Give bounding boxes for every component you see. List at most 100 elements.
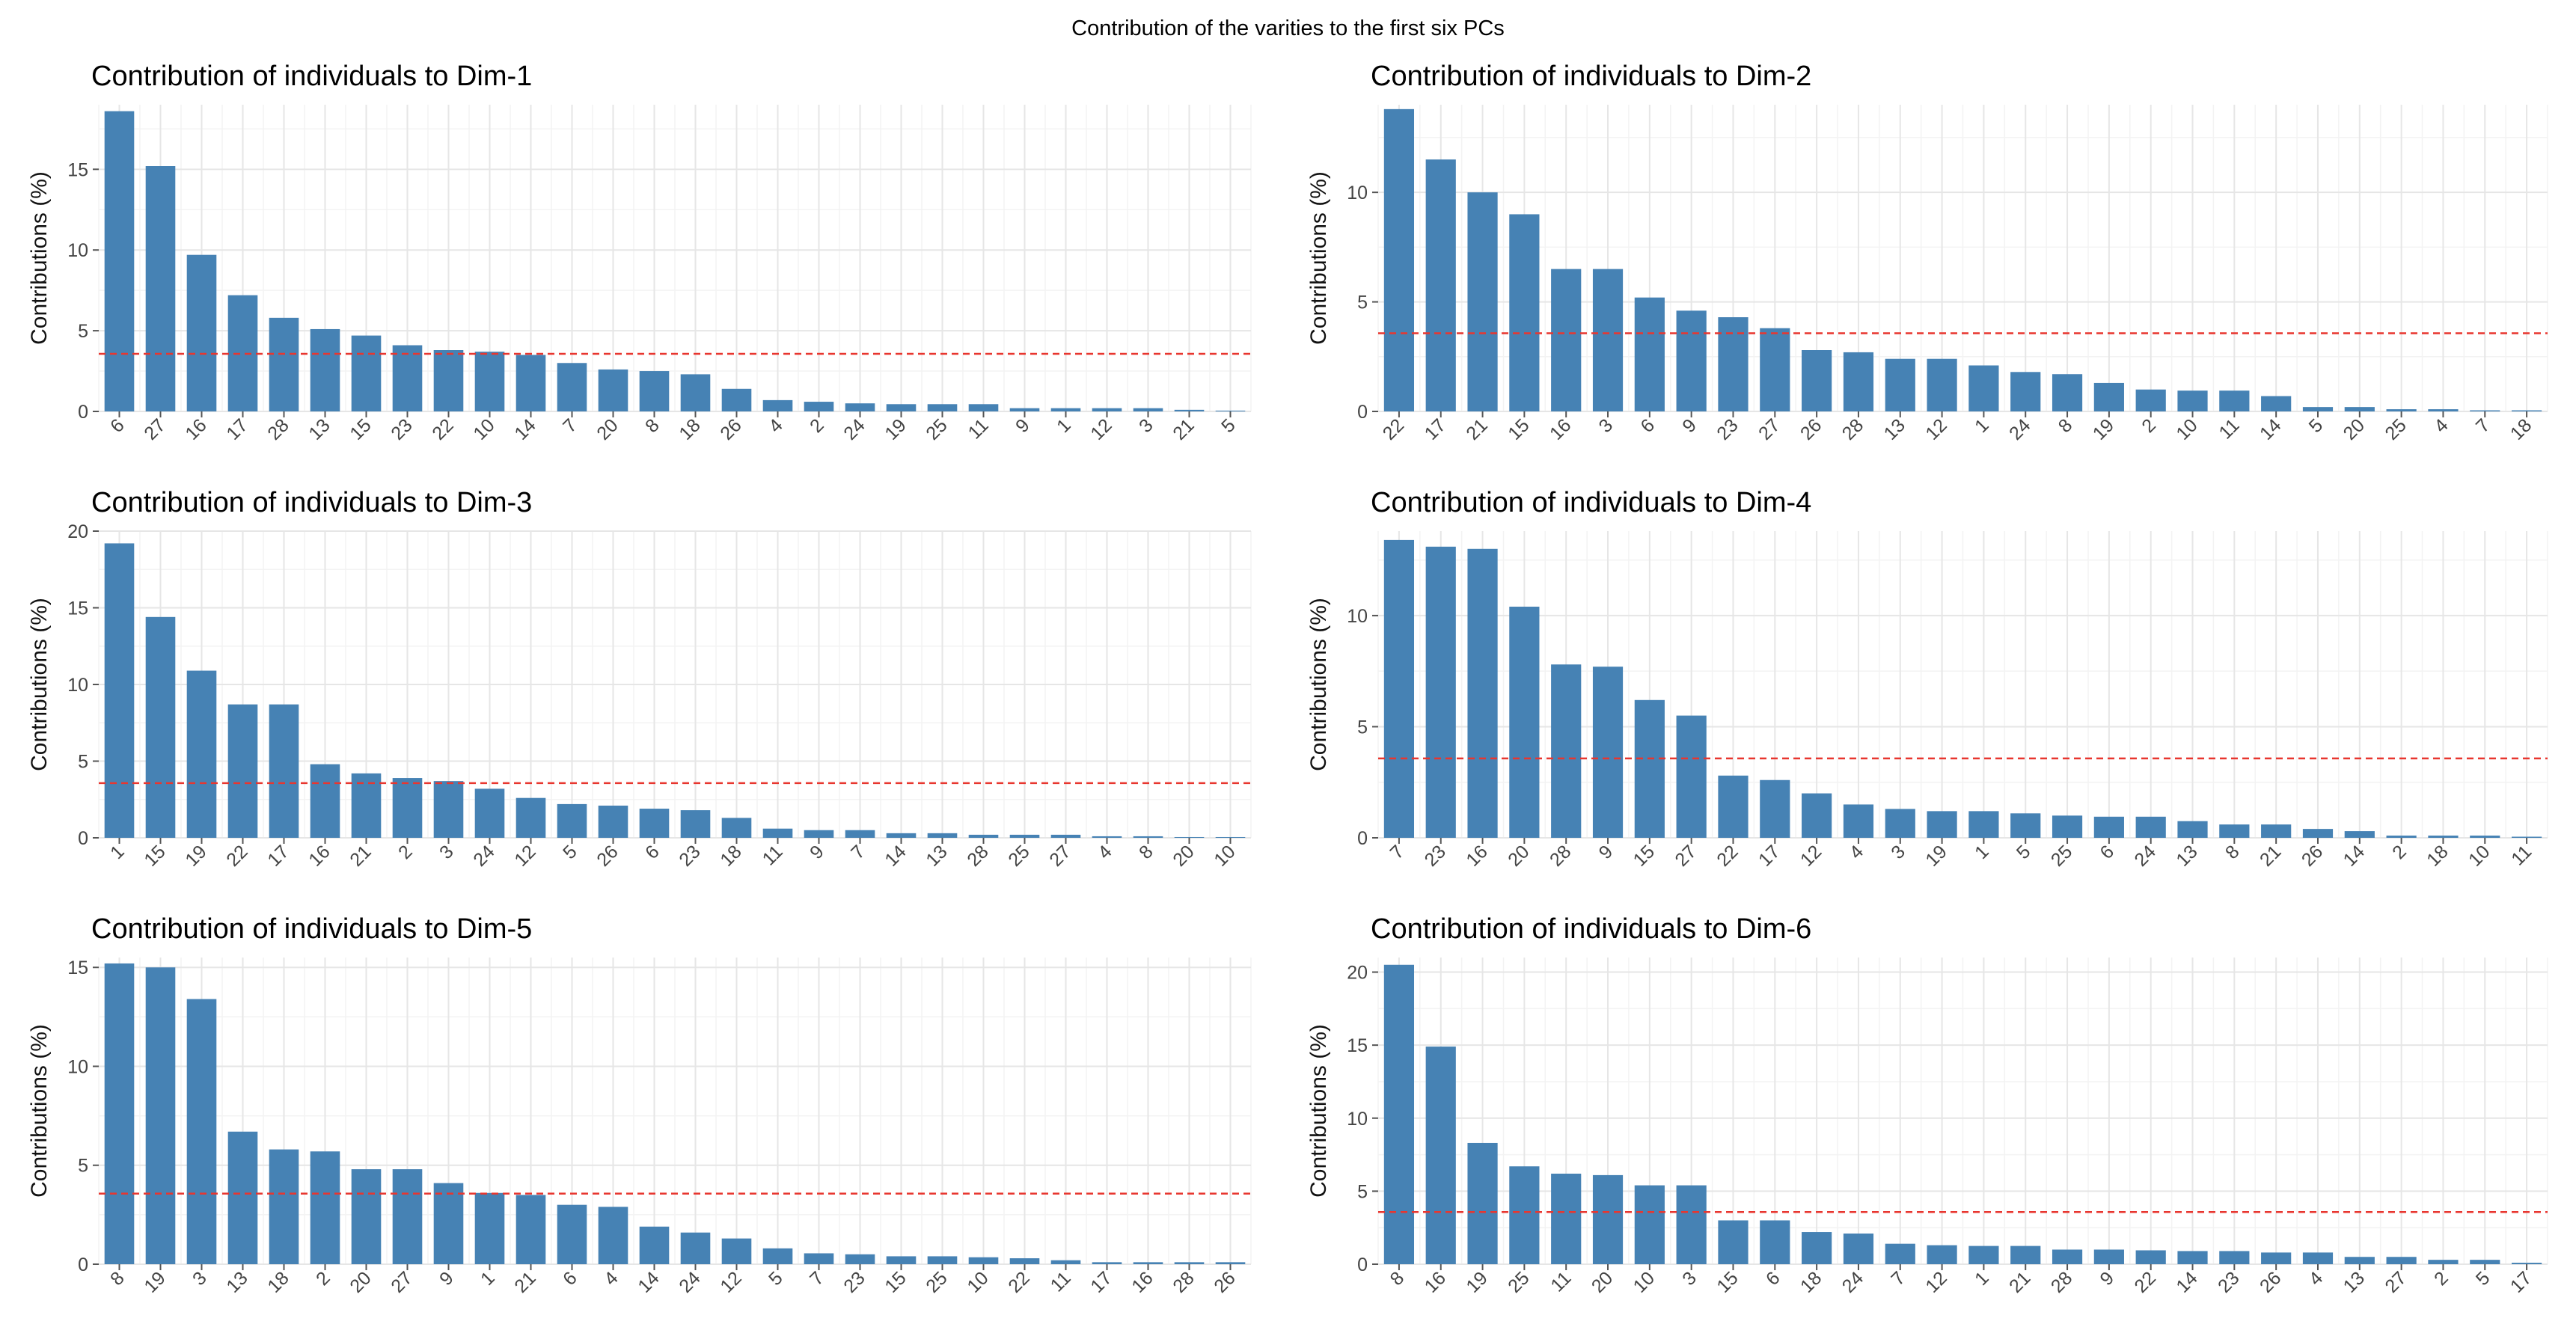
bar-5 [2302, 407, 2334, 411]
bar-19 [186, 670, 217, 838]
bar-27 [2386, 1257, 2417, 1264]
x-tick-label: 20 [1588, 1267, 1617, 1296]
bar-10 [1215, 836, 1246, 838]
x-tick-label: 27 [140, 414, 169, 444]
bar-22 [1009, 1258, 1040, 1264]
bar-23 [1425, 546, 1456, 838]
x-tick-label: 24 [839, 414, 869, 444]
x-tick-label: 26 [2298, 841, 2327, 870]
x-tick-label: 3 [1595, 414, 1618, 437]
x-tick-label: 17 [2506, 1267, 2536, 1296]
x-tick-label: 11 [2215, 414, 2243, 443]
x-tick-label: 4 [1846, 841, 1868, 863]
bar-28 [1843, 352, 1874, 411]
x-tick-label: 16 [1421, 1267, 1450, 1296]
x-tick-label: 22 [428, 414, 457, 444]
x-tick-label: 15 [881, 1267, 910, 1296]
x-tick-label: 13 [2172, 841, 2201, 870]
bar-23 [1718, 317, 1749, 411]
bar-15 [886, 1256, 917, 1264]
y-tick-label: 10 [1347, 183, 1368, 203]
x-tick-label: 11 [759, 841, 787, 869]
x-tick-label: 2 [2430, 1267, 2453, 1290]
bar-26 [2302, 829, 2334, 838]
bar-11 [762, 828, 793, 838]
y-axis-label: Contributions (%) [27, 598, 52, 771]
y-tick-label: 20 [67, 521, 88, 542]
bar-15 [1718, 1220, 1749, 1264]
x-tick-label: 8 [106, 1267, 129, 1290]
x-tick-label: 26 [2256, 1267, 2285, 1296]
y-tick-label: 15 [1347, 1035, 1368, 1056]
x-tick-label: 8 [2055, 414, 2077, 437]
x-tick-label: 27 [1671, 841, 1700, 870]
y-axis-label: Contributions (%) [1306, 171, 1331, 345]
y-axis-label: Contributions (%) [1306, 598, 1331, 771]
figure-suptitle: Contribution of the varities to the firs… [1071, 16, 1505, 40]
x-tick-label: 1 [106, 841, 129, 863]
bar-16 [1133, 1262, 1163, 1264]
bar-25 [1009, 834, 1040, 838]
bar-5 [2470, 1260, 2500, 1264]
x-tick-label: 28 [963, 841, 992, 870]
bar-8 [104, 963, 135, 1264]
bar-4 [2302, 1252, 2334, 1264]
x-tick-label: 6 [2096, 841, 2118, 863]
chart-panel-dim-1: Contribution of individuals to Dim-1 Cont… [0, 46, 1279, 473]
x-tick-label: 16 [305, 841, 334, 870]
bar-9 [1009, 408, 1040, 411]
bar-10 [968, 1257, 999, 1264]
x-tick-label: 23 [1713, 414, 1742, 444]
x-tick-label: 11 [1047, 1267, 1075, 1296]
x-tick-label: 15 [140, 841, 169, 870]
chart-dim-2: Contribution of individuals to Dim-2 Cont… [1306, 61, 2548, 444]
chart-dim-4: Contribution of individuals to Dim-4 Cont… [1306, 487, 2548, 871]
bar-10 [1634, 1185, 1665, 1264]
bar-9 [1676, 310, 1707, 411]
x-tick-label: 15 [1504, 414, 1533, 444]
chart-title: Contribution of individuals to Dim-2 [1371, 61, 1811, 92]
x-tick-label: 24 [675, 1267, 705, 1297]
x-tick-label: 9 [1595, 841, 1618, 863]
bar-24 [2010, 372, 2041, 411]
x-tick-label: 18 [716, 841, 745, 870]
y-tick-label: 10 [1347, 1109, 1368, 1130]
bar-22 [1383, 108, 1415, 411]
x-tick-label: 16 [1546, 414, 1575, 444]
bar-26 [1215, 1262, 1246, 1264]
x-tick-label: 28 [1169, 1267, 1198, 1296]
bar-18 [2428, 836, 2459, 838]
y-tick-label: 0 [78, 828, 88, 849]
x-tick-label: 15 [1630, 841, 1659, 870]
x-tick-label: 13 [222, 1267, 251, 1296]
bar-18 [721, 818, 752, 838]
y-tick-label: 0 [1357, 828, 1368, 849]
bar-12 [1092, 408, 1122, 411]
x-tick-label: 10 [963, 1267, 992, 1296]
bar-16 [1467, 548, 1498, 838]
bar-16 [186, 254, 217, 411]
bar-24 [2135, 816, 2166, 838]
bar-26 [1802, 350, 1832, 411]
x-tick-label: 14 [2256, 414, 2286, 444]
bar-18 [269, 1149, 299, 1264]
bar-6 [639, 809, 670, 838]
bar-17 [1425, 159, 1456, 411]
bar-14 [515, 355, 546, 411]
x-tick-label: 23 [675, 841, 704, 870]
chart-panel-dim-3: Contribution of individuals to Dim-3 Cont… [0, 473, 1279, 899]
x-tick-label: 19 [140, 1267, 169, 1296]
bar-25 [2052, 815, 2083, 838]
bar-8 [1133, 836, 1163, 838]
x-tick-label: 7 [847, 841, 869, 863]
x-tick-label: 25 [922, 1267, 951, 1296]
chart-dim-6: Contribution of individuals to Dim-6 Cont… [1306, 913, 2548, 1297]
bar-23 [392, 345, 423, 411]
y-tick-label: 15 [67, 958, 88, 978]
bar-20 [1592, 1174, 1624, 1264]
x-tick-label: 17 [1086, 1267, 1116, 1296]
x-tick-label: 4 [765, 414, 787, 437]
x-tick-label: 8 [1386, 1267, 1409, 1290]
bar-25 [1509, 1166, 1540, 1264]
bar-2 [2135, 389, 2166, 411]
